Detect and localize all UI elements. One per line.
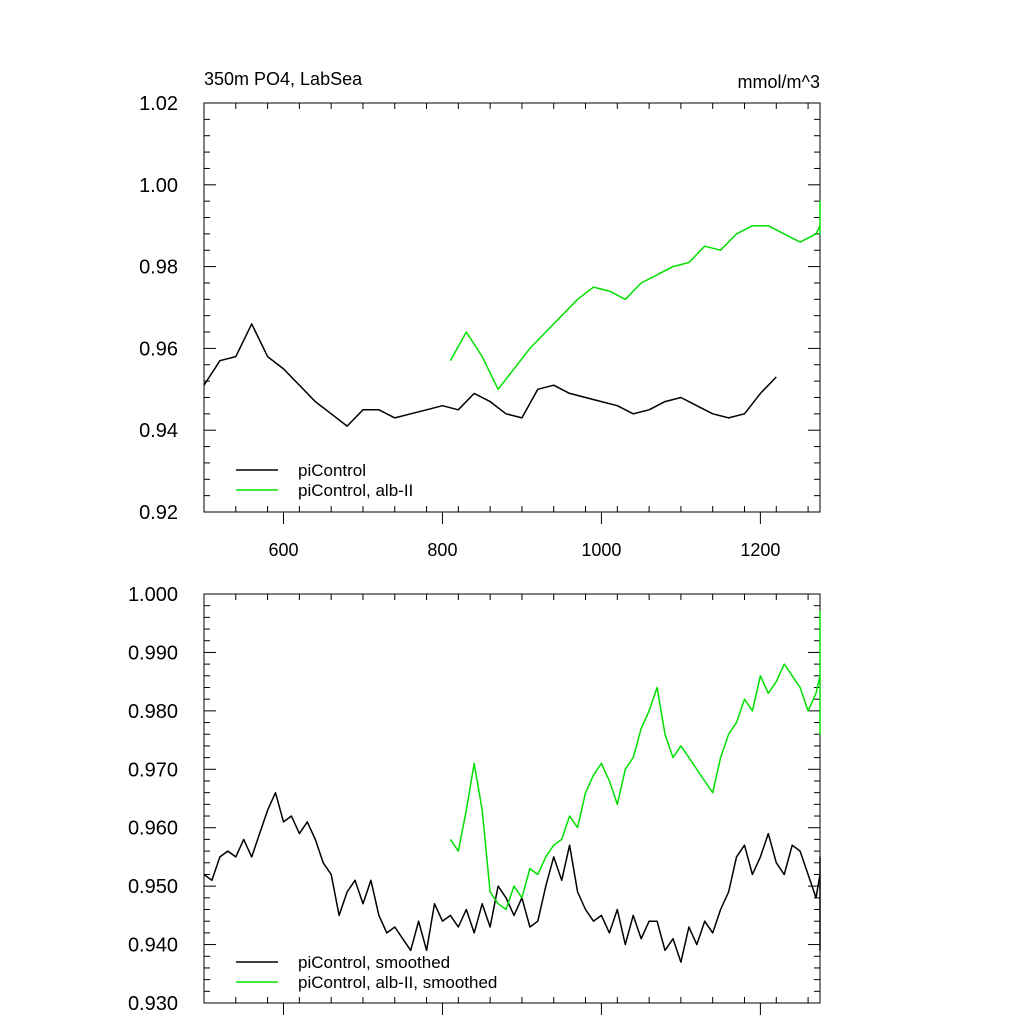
bottom-plot-area: 0.930 0.940 0.950 0.960 0.970 0.980 0.990 1.000 xyxy=(128,584,821,1015)
y-tick-label: 1.02 xyxy=(139,93,178,115)
y-tick-label: 0.960 xyxy=(128,818,178,840)
series-line-picontrol xyxy=(203,323,777,427)
y-tick-label: 0.94 xyxy=(139,420,178,442)
plot-frame xyxy=(203,102,821,513)
y-tick-label: 0.990 xyxy=(128,642,178,664)
plot-frame xyxy=(203,593,821,1004)
x-tick-label: 800 xyxy=(427,540,457,560)
x-tick-label: 600 xyxy=(268,540,298,560)
y-tick-label: 1.000 xyxy=(128,584,178,606)
top-plot-area: 600 800 1000 1200 0.92 0.94 0.96 0.98 1.00 1.02 xyxy=(139,93,821,560)
x-tick-label: 1200 xyxy=(740,540,780,560)
x-tick-label: 1000 xyxy=(581,540,621,560)
legend-label-picontrol-alb-ii-smoothed: piControl, alb-II, smoothed xyxy=(298,973,497,992)
y-tick-label: 0.930 xyxy=(128,993,178,1015)
legend-label-picontrol-smoothed: piControl, smoothed xyxy=(298,953,450,972)
y-tick-label: 1.00 xyxy=(139,175,178,197)
y-tick-label: 0.970 xyxy=(128,759,178,781)
y-tick-label: 0.92 xyxy=(139,502,178,524)
top-legend: piControl piControl, alb-II xyxy=(236,461,413,500)
legend-label-picontrol: piControl xyxy=(298,461,366,480)
series-line-picontrol-smoothed xyxy=(203,791,821,963)
y-tick-label: 0.940 xyxy=(128,935,178,957)
y-tick-label: 0.950 xyxy=(128,876,178,898)
bottom-legend: piControl, smoothed piControl, alb-II, s… xyxy=(236,953,497,992)
bottom-panel: 0.930 0.940 0.950 0.960 0.970 0.980 0.990 1.000… xyxy=(128,584,821,1015)
legend-label-picontrol-alb-ii: piControl, alb-II xyxy=(298,481,413,500)
top-panel-title: 350m PO4, LabSea xyxy=(204,69,363,89)
top-panel-units: mmol/m^3 xyxy=(738,72,820,92)
series-line-picontrol-alb-ii xyxy=(449,200,821,391)
y-tick-label: 0.98 xyxy=(139,257,178,279)
top-panel: 350m PO4, LabSea mmol/m^3 600 800 1000 1200… xyxy=(139,69,821,560)
series-line-picontrol-alb-ii-smoothed xyxy=(449,610,821,911)
y-tick-label: 0.96 xyxy=(139,338,178,360)
y-tick-label: 0.980 xyxy=(128,701,178,723)
